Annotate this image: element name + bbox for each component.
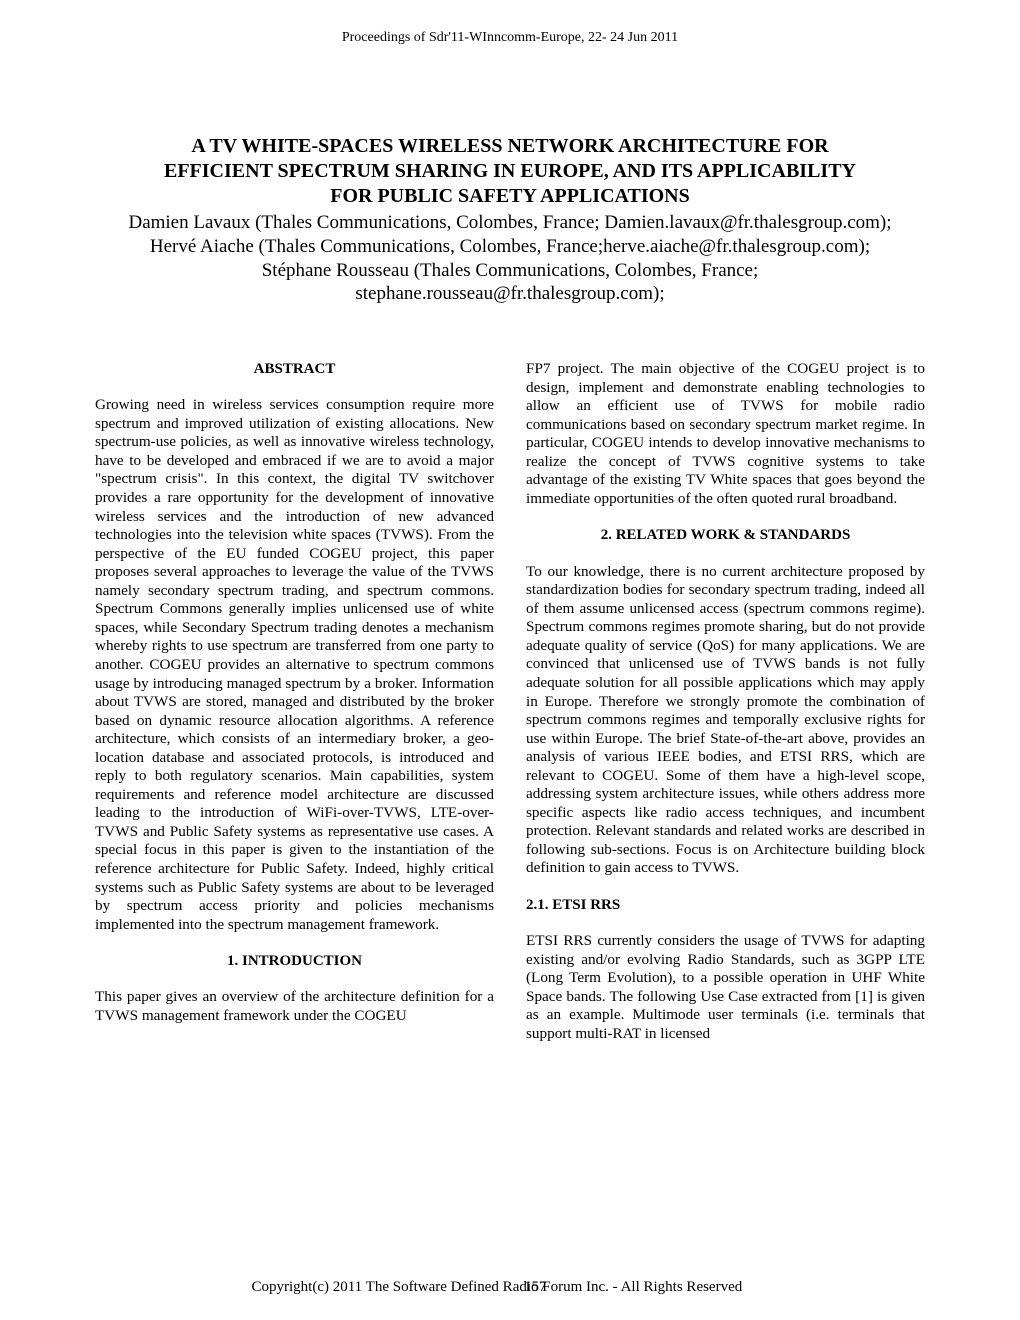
col2-intro: FP7 project. The main objective of the C… — [526, 360, 925, 508]
abstract-body: Growing need in wireless services consum… — [95, 396, 494, 934]
running-head: Proceedings of Sdr'11-WInncomm-Europe, 2… — [95, 30, 925, 46]
author-block: Damien Lavaux (Thales Communications, Co… — [115, 211, 905, 306]
section-1-body: This paper gives an overview of the arch… — [95, 988, 494, 1025]
two-column-body: ABSTRACT Growing need in wireless servic… — [95, 360, 925, 1044]
copyright-text: Copyright(c) 2011 The Software Defined R… — [252, 1279, 743, 1295]
title-line-3: FOR PUBLIC SAFETY APPLICATIONS — [330, 185, 690, 207]
section-1-heading: 1. INTRODUCTION — [95, 952, 494, 970]
section-2-heading: 2. RELATED WORK & STANDARDS — [526, 526, 925, 544]
paper-title: A TV WHITE-SPACES WIRELESS NETWORK ARCHI… — [135, 134, 885, 209]
paper-page: Proceedings of Sdr'11-WInncomm-Europe, 2… — [0, 0, 1020, 1320]
left-column: ABSTRACT Growing need in wireless servic… — [95, 360, 494, 1044]
right-column: FP7 project. The main objective of the C… — [526, 360, 925, 1044]
title-line-1: A TV WHITE-SPACES WIRELESS NETWORK ARCHI… — [191, 135, 828, 157]
section-2-body: To our knowledge, there is no current ar… — [526, 563, 925, 878]
section-2-1-heading: 2.1. ETSI RRS — [526, 896, 925, 914]
page-number: 157 — [524, 1279, 547, 1295]
title-line-2: EFFICIENT SPECTRUM SHARING IN EUROPE, AN… — [164, 160, 856, 182]
section-2-1-body: ETSI RRS currently considers the usage o… — [526, 932, 925, 1043]
page-footer: Copyright(c) 2011 The Software Defined R… — [0, 1279, 1020, 1296]
abstract-heading: ABSTRACT — [95, 360, 494, 378]
